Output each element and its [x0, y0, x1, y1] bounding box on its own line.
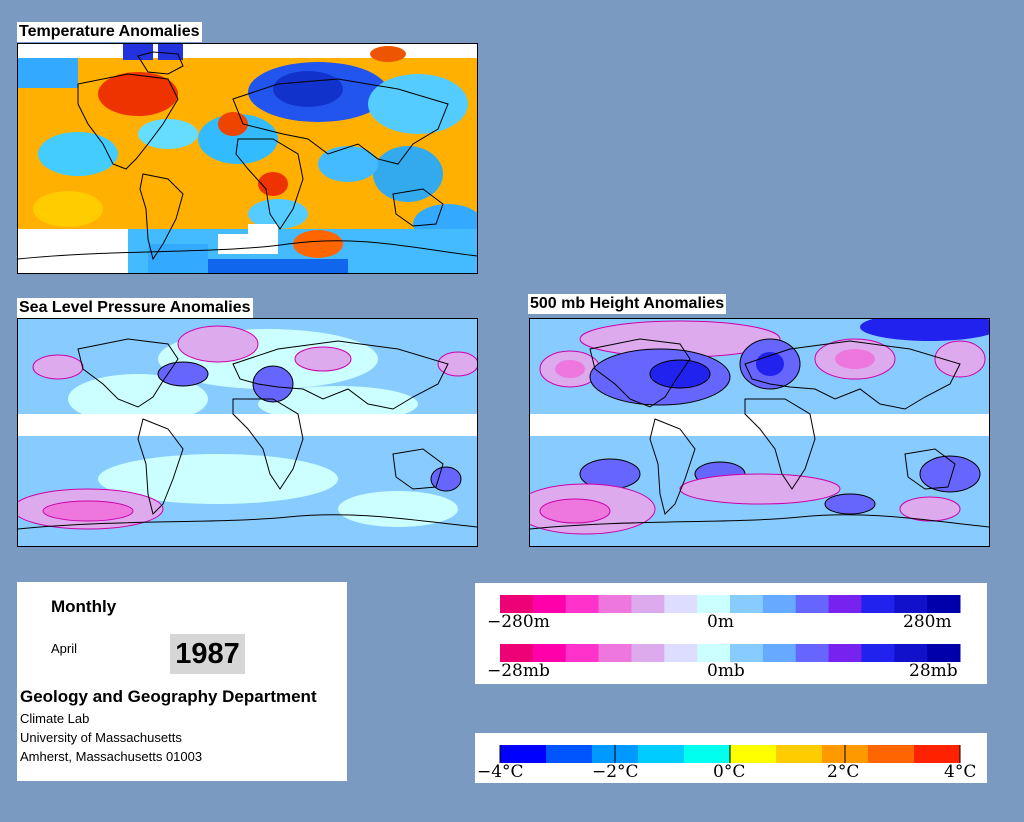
- height500-anomaly-map: [529, 318, 990, 547]
- pressure-scale-swatch: [861, 644, 895, 662]
- pressure-scale-swatch: [532, 644, 567, 662]
- pressure-scale-swatch: [500, 644, 534, 662]
- height-scale-swatch: [861, 595, 895, 613]
- height-scale-swatch: [762, 595, 797, 613]
- pressure-scale-swatch: [795, 644, 830, 662]
- height-scale-swatch: [795, 595, 830, 613]
- height-scale-zero: 0m: [707, 612, 734, 632]
- temperature-scale-swatch: [914, 745, 961, 763]
- height-scale-swatch: [894, 595, 928, 613]
- temperature-scale-swatch: [776, 745, 823, 763]
- temperature-scale-swatch: [684, 745, 731, 763]
- temp-scale-label-2: −2°C: [592, 762, 639, 782]
- height-scale-swatch: [598, 595, 632, 613]
- pressure-scale-zero: 0mb: [707, 661, 745, 681]
- slp-anomaly-map: [17, 318, 478, 547]
- height-scale-swatch: [927, 595, 961, 613]
- department-name: Geology and Geography Department: [20, 687, 317, 706]
- temperature-scale-swatch: [638, 745, 685, 763]
- temperature-scale-swatch: [500, 745, 547, 763]
- height-scale-min: −280m: [487, 612, 550, 632]
- pressure-scale-swatch: [664, 644, 698, 662]
- temperature-anomaly-map: [17, 43, 478, 274]
- university-name: University of Massachusetts: [20, 730, 182, 745]
- pressure-scale-swatch: [927, 644, 961, 662]
- address-line: Amherst, Massachusetts 01003: [20, 749, 203, 764]
- height-scale-swatch: [697, 595, 731, 613]
- pressure-scale-min: −28mb: [487, 661, 550, 681]
- temperature-scale-swatch: [730, 745, 777, 763]
- temperature-panel-title: Temperature Anomalies: [17, 22, 202, 42]
- pressure-scale-max: 28mb: [909, 661, 958, 681]
- temp-scale-label-5: 4°C: [944, 762, 976, 782]
- pressure-color-scale: [500, 644, 961, 662]
- period-label: Monthly: [51, 597, 117, 616]
- temperature-scale-swatch: [546, 745, 593, 763]
- temperature-legend: −4°C −2°C 0°C 2°C 4°C: [475, 733, 987, 783]
- temp-scale-label-3: 0°C: [713, 762, 745, 782]
- pressure-scale-swatch: [598, 644, 632, 662]
- temp-scale-label-4: 2°C: [827, 762, 859, 782]
- height-scale-swatch: [631, 595, 665, 613]
- height-scale-swatch: [532, 595, 567, 613]
- height-scale-max: 280m: [903, 612, 952, 632]
- info-box: Monthly April 1987 Geology and Geography…: [17, 582, 347, 781]
- height-scale-swatch: [730, 595, 764, 613]
- height-color-scale: [500, 595, 961, 613]
- height-scale-swatch: [565, 595, 600, 613]
- slp-panel-title: Sea Level Pressure Anomalies: [17, 298, 253, 318]
- height-scale-swatch: [500, 595, 534, 613]
- temperature-scale-swatch: [868, 745, 915, 763]
- year-label: 1987: [170, 634, 245, 674]
- pressure-scale-swatch: [697, 644, 731, 662]
- pressure-scale-swatch: [762, 644, 797, 662]
- anomaly-legend: −280m 0m 280m −28mb 0mb 28mb: [475, 583, 987, 684]
- pressure-scale-swatch: [565, 644, 600, 662]
- month-label: April: [51, 641, 78, 656]
- pressure-scale-swatch: [894, 644, 928, 662]
- pressure-scale-swatch: [730, 644, 764, 662]
- height500-panel-title: 500 mb Height Anomalies: [528, 294, 727, 314]
- height-scale-swatch: [664, 595, 698, 613]
- height-scale-swatch: [828, 595, 862, 613]
- temperature-color-scale: [499, 745, 961, 763]
- lab-name: Climate Lab: [20, 711, 90, 726]
- pressure-scale-swatch: [631, 644, 665, 662]
- pressure-scale-swatch: [828, 644, 862, 662]
- temp-scale-label-1: −4°C: [477, 762, 524, 782]
